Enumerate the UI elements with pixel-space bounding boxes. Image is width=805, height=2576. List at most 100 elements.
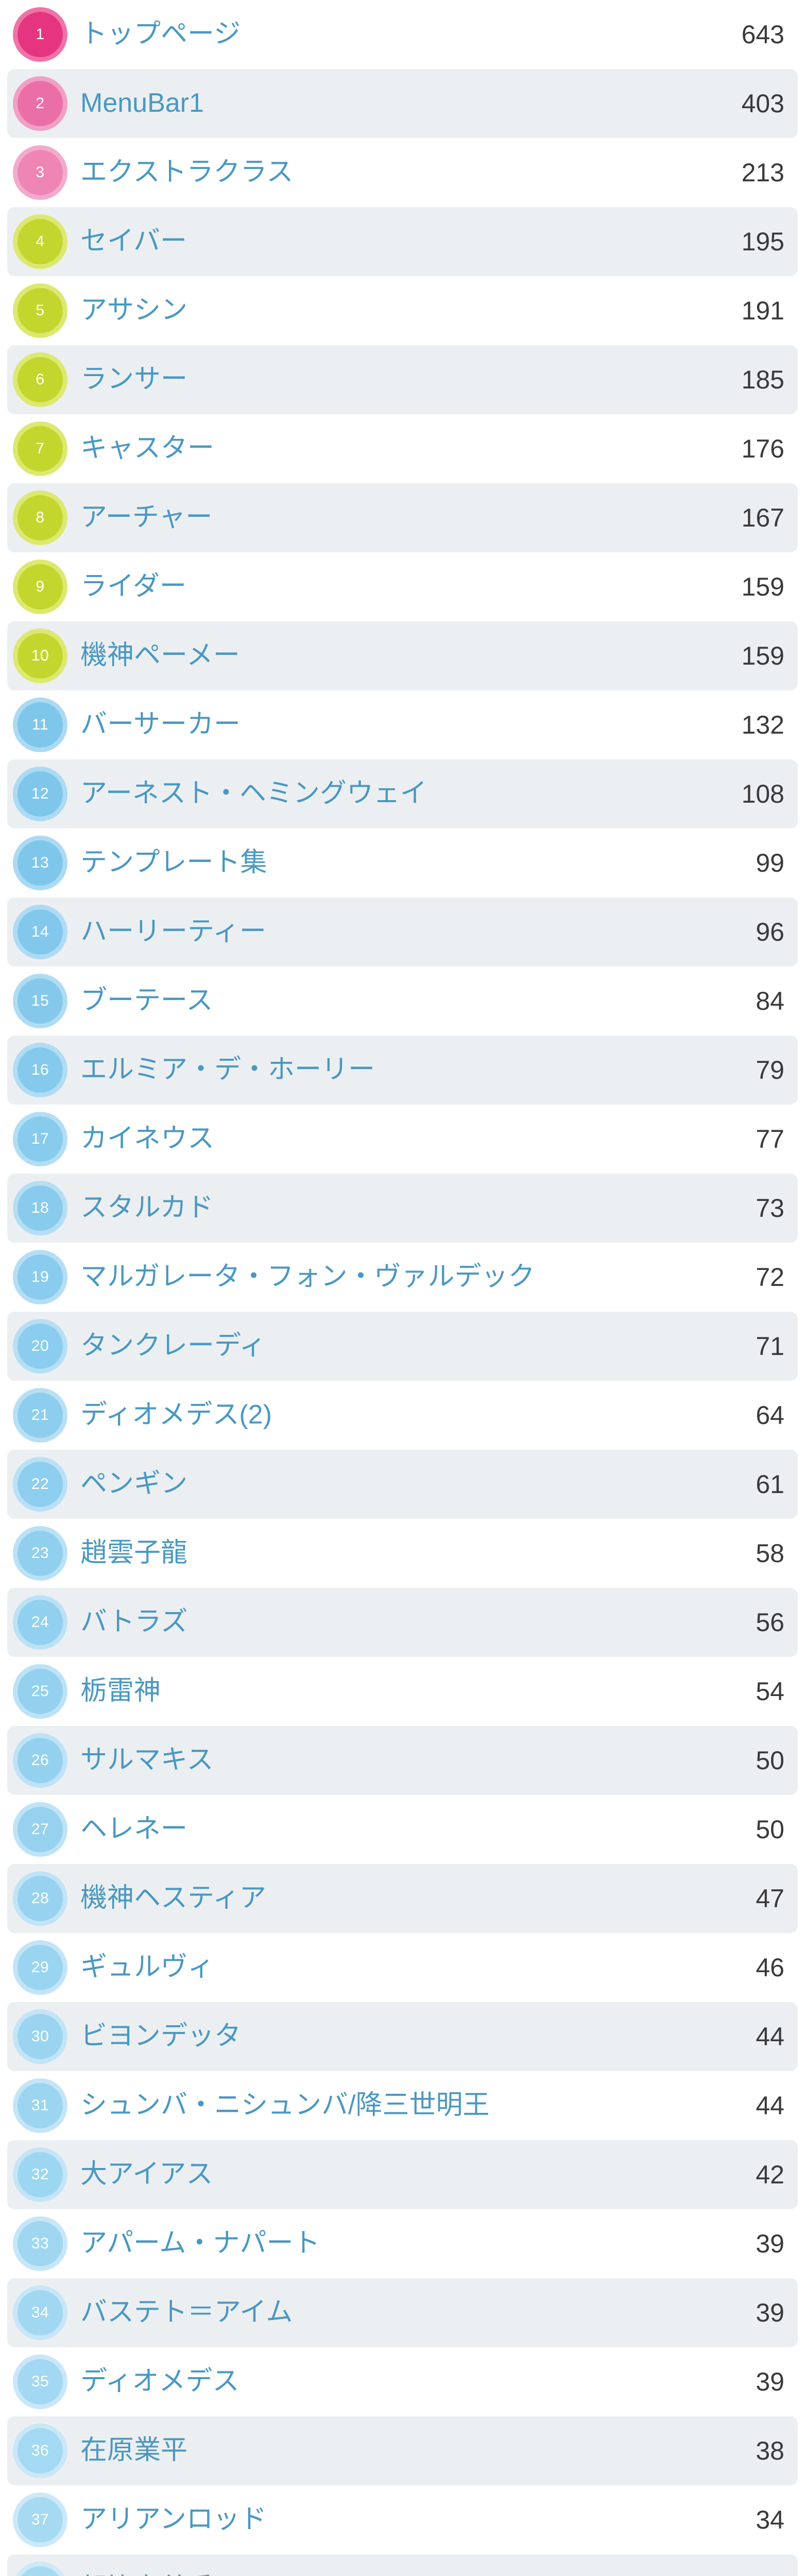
ranking-page-link[interactable]: シュンバ・ニシュンバ/降三世明王 <box>80 2090 490 2121</box>
ranking-access-count: 50 <box>756 1746 784 1775</box>
rank-badge: 23 <box>18 1531 63 1576</box>
ranking-row[interactable]: 1 トップページ 643 <box>7 0 798 69</box>
ranking-page-link[interactable]: アサシン <box>80 295 188 326</box>
ranking-row[interactable]: 8 アーチャー 167 <box>7 483 798 552</box>
ranking-access-count: 56 <box>756 1608 784 1637</box>
ranking-row[interactable]: 6 ランサー 185 <box>7 345 798 414</box>
ranking-page-link[interactable]: ヘレネー <box>80 1814 188 1844</box>
ranking-row[interactable]: 15 ブーテース 84 <box>7 967 798 1036</box>
ranking-page-link[interactable]: エルミア・デ・ホーリー <box>80 1055 375 1085</box>
ranking-page-link[interactable]: 機神ヘスティア <box>80 1883 266 1913</box>
rank-badge: 35 <box>18 2359 63 2404</box>
rank-badge: 5 <box>18 288 63 333</box>
ranking-access-count: 46 <box>756 1953 784 1982</box>
ranking-row[interactable]: 5 アサシン 191 <box>7 276 798 345</box>
ranking-page-link[interactable]: 在原業平 <box>80 2435 188 2466</box>
ranking-page-link[interactable]: タンクレーディ <box>80 1331 266 1361</box>
ranking-page-link[interactable]: バステト＝アイム <box>80 2297 293 2328</box>
ranking-page-link[interactable]: アーチャー <box>80 502 213 533</box>
ranking-page-link[interactable]: バトラズ <box>80 1607 188 1637</box>
ranking-row[interactable]: 14 ハーリーティー 96 <box>7 897 798 967</box>
rank-badge: 10 <box>18 633 63 679</box>
ranking-row[interactable]: 9 ライダー 159 <box>7 552 798 621</box>
ranking-access-count: 643 <box>741 20 784 49</box>
ranking-row[interactable]: 13 テンプレート集 99 <box>7 828 798 897</box>
ranking-row[interactable]: 34 バステト＝アイム 39 <box>7 2278 798 2347</box>
ranking-row[interactable]: 33 アパーム・ナパート 39 <box>7 2209 798 2278</box>
ranking-row[interactable]: 24 バトラズ 56 <box>7 1588 798 1657</box>
ranking-access-count: 72 <box>756 1263 784 1292</box>
rank-badge: 6 <box>18 357 63 402</box>
ranking-page-link[interactable]: ディオメデス(2) <box>80 1400 272 1430</box>
rank-badge: 14 <box>18 909 63 955</box>
ranking-page-link[interactable]: エクストラクラス <box>80 157 294 188</box>
ranking-row[interactable]: 22 ペンギン 61 <box>7 1450 798 1519</box>
ranking-row[interactable]: 3 エクストラクラス 213 <box>7 138 798 207</box>
ranking-row[interactable]: 18 スタルカド 73 <box>7 1174 798 1243</box>
ranking-row[interactable]: 32 大アイアス 42 <box>7 2140 798 2209</box>
ranking-page-link[interactable]: 朝比奈義秀 <box>80 2573 707 2576</box>
ranking-page-link[interactable]: ランサー <box>80 364 188 395</box>
ranking-row[interactable]: 20 タンクレーディ 71 <box>7 1312 798 1381</box>
ranking-row[interactable]: 7 キャスター 176 <box>7 414 798 483</box>
rank-badge: 38 <box>18 2566 63 2576</box>
ranking-access-count: 84 <box>756 987 784 1015</box>
ranking-page-link[interactable]: アリアンロッド <box>80 2504 267 2535</box>
ranking-page-link[interactable]: スタルカド <box>80 1193 214 1223</box>
ranking-access-count: 108 <box>741 779 784 808</box>
ranking-page-link[interactable]: キャスター <box>80 433 215 464</box>
ranking-page-link[interactable]: ハーリーティー <box>80 917 266 947</box>
ranking-access-count: 38 <box>756 2436 784 2465</box>
ranking-page-link[interactable]: MenuBar1 <box>80 88 204 118</box>
ranking-row[interactable]: 23 趙雲子龍 58 <box>7 1519 798 1588</box>
ranking-page-link[interactable]: 栃雷神 <box>80 1676 161 1706</box>
ranking-page-link[interactable]: マルガレータ・フォン・ヴァルデック <box>80 1262 535 1292</box>
ranking-page-link[interactable]: ペンギン <box>80 1469 188 1499</box>
ranking-access-count: 191 <box>741 296 784 325</box>
ranking-row[interactable]: 36 在原業平 38 <box>7 2416 798 2485</box>
ranking-page-link[interactable]: 大アイアス <box>80 2159 213 2190</box>
ranking-row[interactable]: 25 栃雷神 54 <box>7 1657 798 1726</box>
ranking-page-link[interactable]: テンプレート集 <box>80 848 267 878</box>
ranking-row[interactable]: 28 機神ヘスティア 47 <box>7 1864 798 1933</box>
rank-badge: 7 <box>18 426 63 471</box>
ranking-row[interactable]: 30 ビヨンデッタ 44 <box>7 2002 798 2071</box>
ranking-page-link[interactable]: 趙雲子龍 <box>80 1538 188 1568</box>
ranking-page-link[interactable]: セイバー <box>80 226 187 257</box>
ranking-row[interactable]: 38朝比奈義秀34 <box>7 2554 798 2576</box>
ranking-row[interactable]: 12 アーネスト・ヘミングウェイ 108 <box>7 759 798 828</box>
ranking-access-count: 185 <box>741 365 784 394</box>
rank-badge: 4 <box>18 219 63 264</box>
ranking-page-link[interactable]: 機神ペーメー <box>80 640 240 671</box>
ranking-row[interactable]: 27 ヘレネー 50 <box>7 1795 798 1864</box>
ranking-row[interactable]: 19 マルガレータ・フォン・ヴァルデック 72 <box>7 1243 798 1312</box>
ranking-page-link[interactable]: カイネウス <box>80 1124 215 1154</box>
ranking-page-link[interactable]: アパーム・ナパート <box>80 2228 320 2259</box>
ranking-row[interactable]: 4 セイバー 195 <box>7 207 798 276</box>
ranking-row[interactable]: 35 ディオメデス 39 <box>7 2347 798 2416</box>
ranking-row[interactable]: 2 MenuBar1 403 <box>7 69 798 138</box>
rank-badge: 32 <box>18 2152 63 2197</box>
ranking-row[interactable]: 31 シュンバ・ニシュンバ/降三世明王 44 <box>7 2071 798 2140</box>
ranking-page-link[interactable]: ライダー <box>80 571 186 602</box>
ranking-page-link[interactable]: バーサーカー <box>80 709 241 740</box>
ranking-row[interactable]: 17 カイネウス 77 <box>7 1105 798 1174</box>
ranking-row[interactable]: 11 バーサーカー 132 <box>7 690 798 759</box>
ranking-access-count: 79 <box>756 1056 784 1084</box>
ranking-access-count: 213 <box>741 158 784 187</box>
ranking-page-link[interactable]: トップページ <box>80 19 241 49</box>
ranking-row[interactable]: 29 ギュルヴィ 46 <box>7 1933 798 2002</box>
ranking-page-link[interactable]: ディオメデス <box>80 2366 239 2397</box>
ranking-page-link[interactable]: ビヨンデッタ <box>80 2021 242 2052</box>
ranking-page-link[interactable]: ブーテース <box>80 986 213 1016</box>
ranking-access-count: 71 <box>756 1332 784 1361</box>
ranking-page-link[interactable]: アーネスト・ヘミングウェイ <box>80 778 427 809</box>
rank-badge: 26 <box>18 1738 63 1783</box>
ranking-row[interactable]: 26 サルマキス 50 <box>7 1726 798 1795</box>
ranking-page-link[interactable]: ギュルヴィ <box>80 1952 215 1982</box>
ranking-row[interactable]: 21 ディオメデス(2) 64 <box>7 1381 798 1450</box>
ranking-page-link[interactable]: サルマキス <box>80 1745 214 1775</box>
ranking-row[interactable]: 10 機神ペーメー 159 <box>7 621 798 690</box>
ranking-row[interactable]: 16 エルミア・デ・ホーリー 79 <box>7 1036 798 1105</box>
ranking-row[interactable]: 37 アリアンロッド 34 <box>7 2485 798 2554</box>
